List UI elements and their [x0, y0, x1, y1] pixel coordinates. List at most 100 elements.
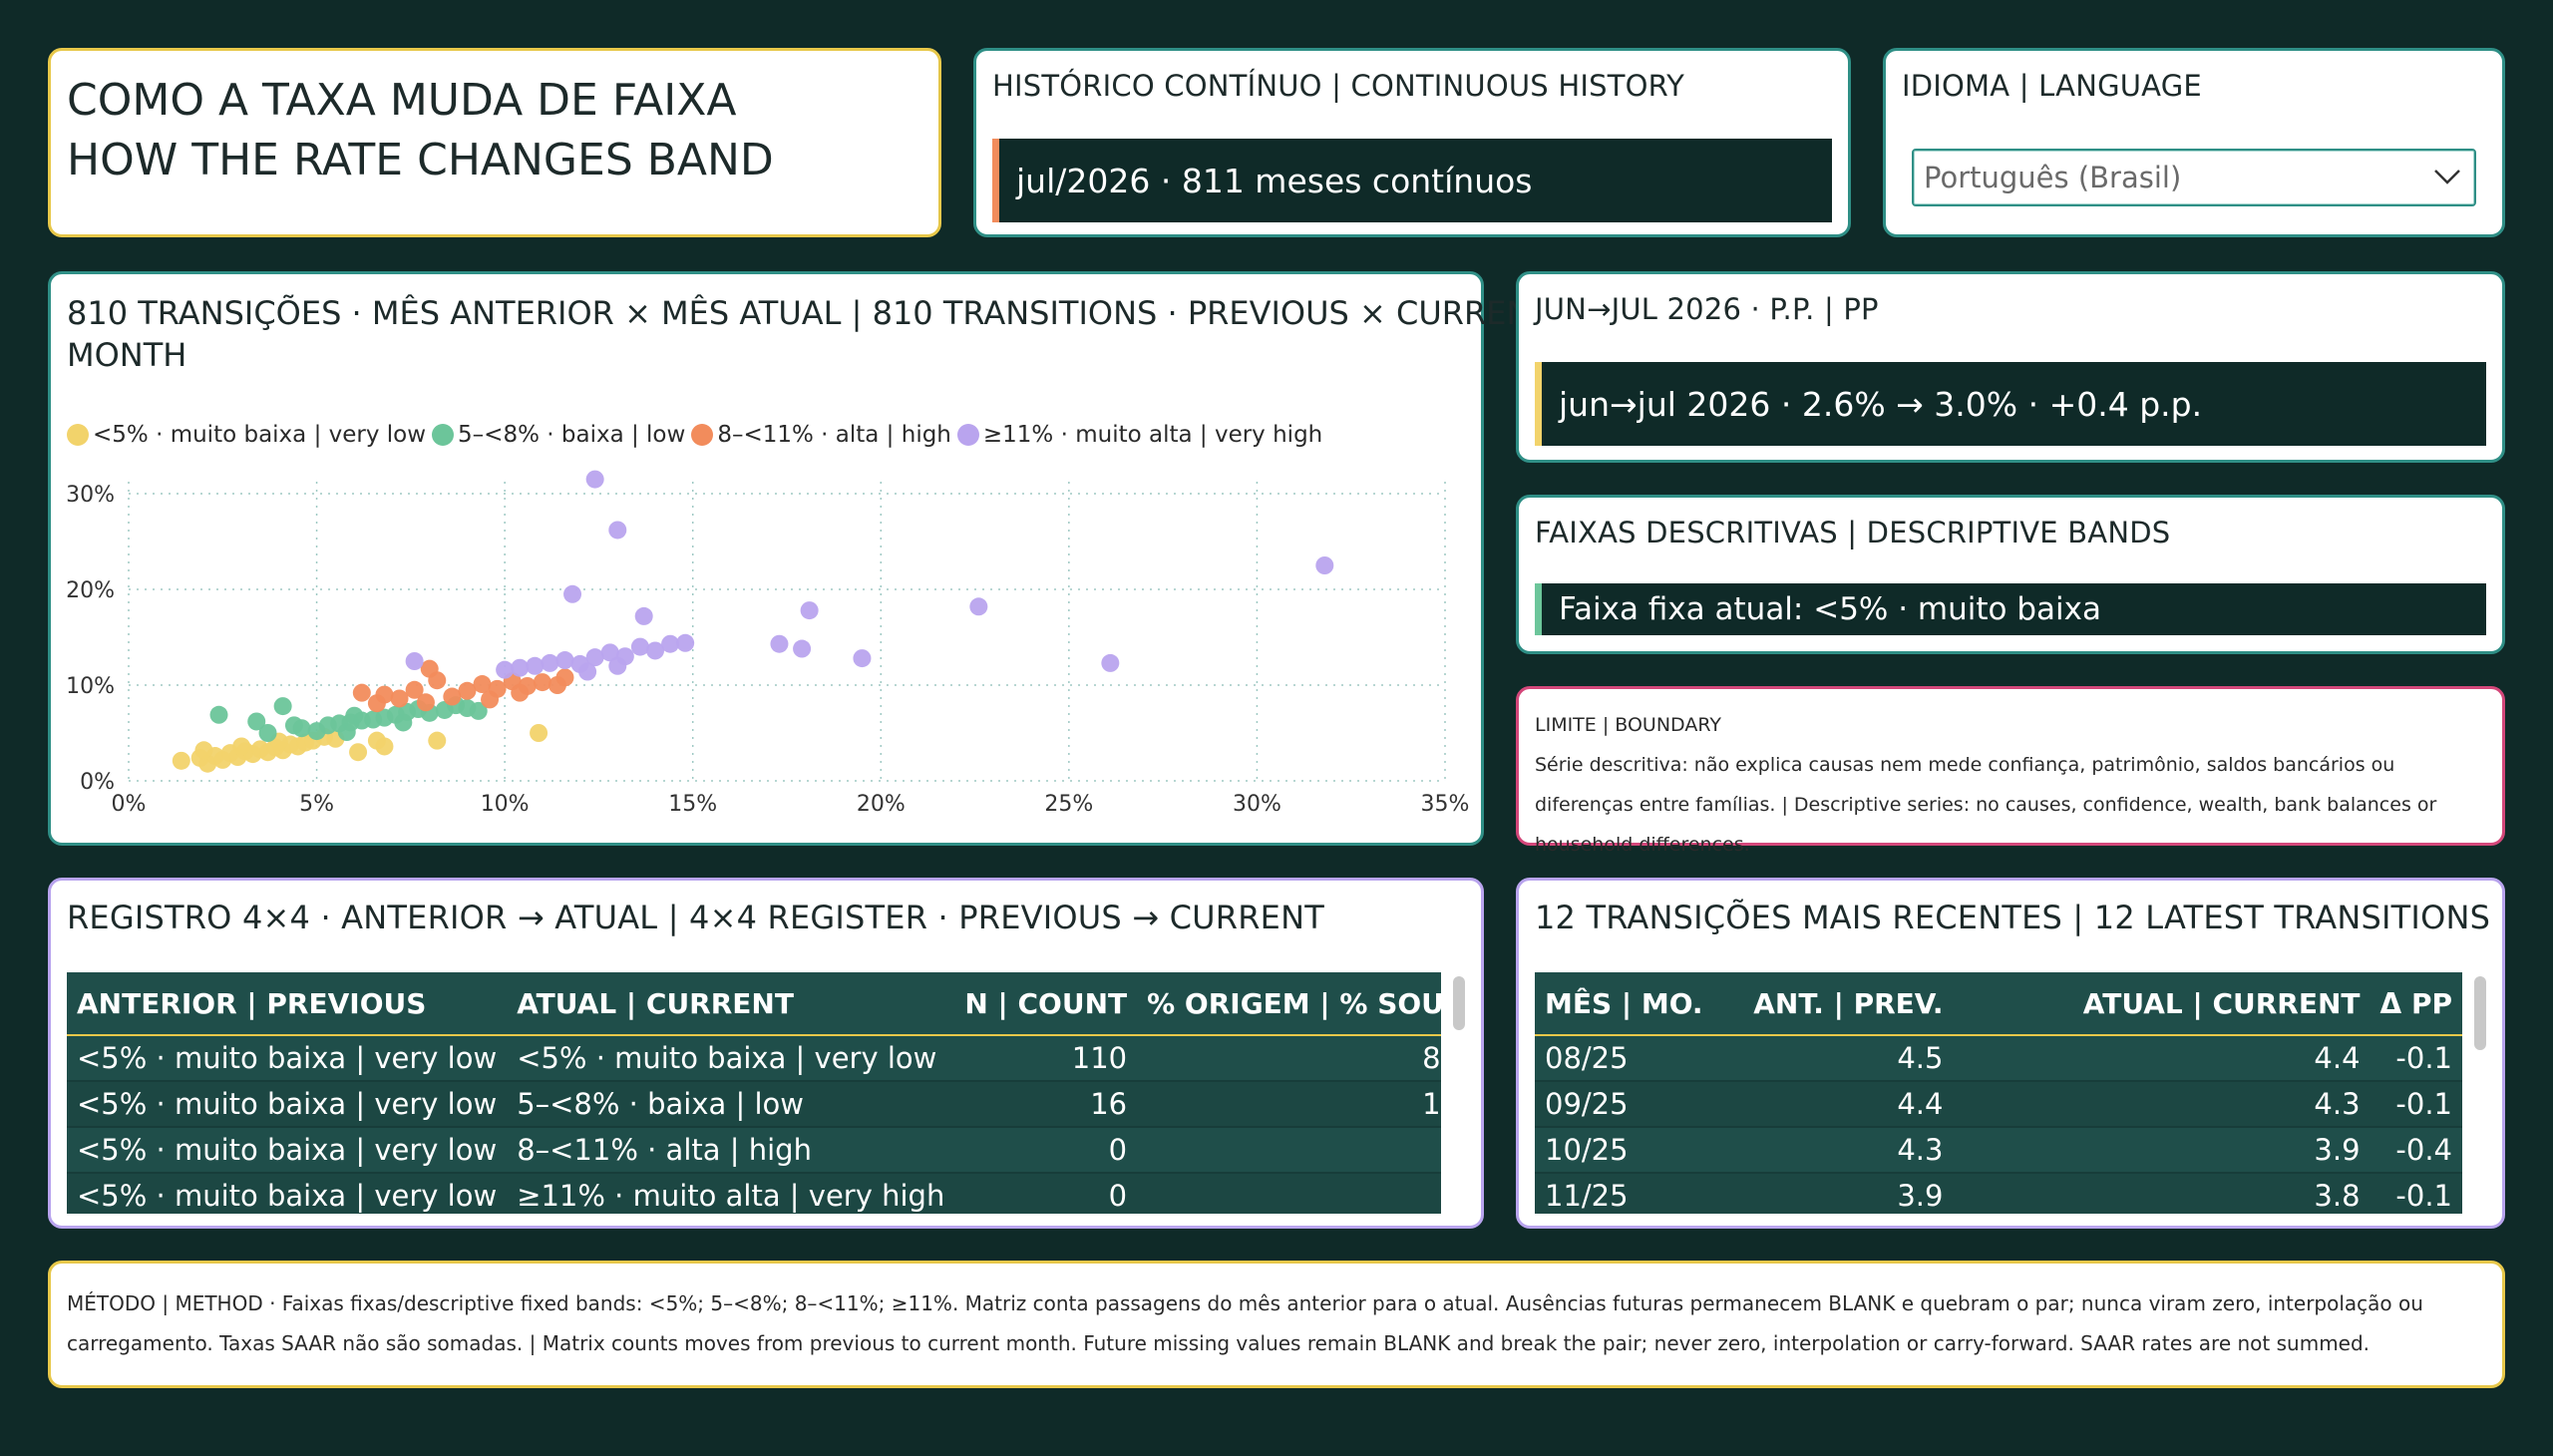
- cell: -0.1: [2370, 1173, 2462, 1214]
- x-tick-label: 30%: [1233, 792, 1281, 817]
- cell: 4.3: [1723, 1127, 1954, 1174]
- bands-card: FAIXAS DESCRITIVAS | DESCRIPTIVE BANDS F…: [1516, 495, 2505, 654]
- scatter-point: [284, 716, 303, 735]
- scatter-point: [481, 690, 500, 709]
- scatter-point: [511, 683, 530, 702]
- cell: 87.30: [1137, 1035, 1441, 1082]
- col-count[interactable]: N | COUNT: [954, 972, 1138, 1036]
- register-table: ANTERIOR | PREVIOUS ATUAL | CURRENT N | …: [67, 972, 1441, 1214]
- scatter-point: [600, 643, 619, 662]
- scatter-header-line2: MONTH: [67, 336, 187, 374]
- col-month[interactable]: MÊS | MO.: [1535, 972, 1724, 1036]
- history-value-text: jul/2026 · 811 meses contínuos: [1016, 161, 1533, 200]
- scatter-point: [585, 470, 604, 489]
- y-tick-label: 0%: [80, 770, 115, 795]
- x-tick-label: 10%: [481, 792, 530, 817]
- scatter-point: [172, 751, 190, 770]
- scatter-point: [420, 659, 439, 678]
- scatter-point: [555, 668, 574, 687]
- cell: -0.4: [2370, 1127, 2462, 1174]
- table-row: <5% · muito baixa | very low 5–<8% · baix…: [67, 1081, 1441, 1128]
- chart-legend: <5% · muito baixa | very low 5–<8% · bai…: [67, 422, 1328, 448]
- scatter-point: [793, 639, 812, 658]
- legend-item-very-high[interactable]: ≥11% · muito alta | very high: [956, 422, 1323, 448]
- col-curr[interactable]: ATUAL | CURRENT: [1953, 972, 2371, 1036]
- cell: 0: [954, 1127, 1138, 1174]
- cell: 08/25: [1535, 1035, 1724, 1082]
- table-header-row: MÊS | MO. ANT. | PREV. ATUAL | CURRENT Δ…: [1535, 972, 2462, 1036]
- col-source[interactable]: % ORIGEM | % SOURCE: [1137, 972, 1441, 1036]
- scatter-point: [563, 584, 582, 603]
- col-prev[interactable]: ANT. | PREV.: [1723, 972, 1954, 1036]
- scatter-point: [428, 731, 447, 750]
- cell: 4.5: [1723, 1035, 1954, 1082]
- register-table-wrap[interactable]: ANTERIOR | PREVIOUS ATUAL | CURRENT N | …: [67, 972, 1441, 1214]
- scatter-point: [1101, 653, 1120, 672]
- cell: 12.70: [1137, 1081, 1441, 1128]
- cell: 0: [954, 1173, 1138, 1214]
- register-header: REGISTRO 4×4 · ANTERIOR → ATUAL | 4×4 RE…: [67, 899, 1324, 936]
- boundary-card: LIMITE | BOUNDARY Série descritiva: não …: [1516, 686, 2505, 856]
- page-title-en: HOW THE RATE CHANGES BAND: [67, 135, 774, 185]
- cell: 11/25: [1535, 1173, 1724, 1214]
- table-header-row: ANTERIOR | PREVIOUS ATUAL | CURRENT N | …: [67, 972, 1441, 1036]
- cell: ≥11% · muito alta | very high: [507, 1173, 955, 1214]
- col-delta[interactable]: Δ PP: [2370, 972, 2462, 1036]
- cell: <5% · muito baixa | very low: [67, 1081, 508, 1128]
- language-header: IDIOMA | LANGUAGE: [1902, 69, 2202, 103]
- scatter-point: [533, 673, 551, 692]
- table-row: 10/25 4.3 3.9 -0.4: [1535, 1127, 2462, 1174]
- scatter-point: [555, 651, 574, 670]
- scatter-point: [458, 681, 477, 700]
- register-scrollbar[interactable]: [1453, 976, 1465, 1030]
- legend-label: 5–<8% · baixa | low: [458, 422, 686, 448]
- scatter-point: [349, 743, 368, 762]
- cell: 0.00: [1137, 1173, 1441, 1214]
- legend-item-very-low[interactable]: <5% · muito baixa | very low: [67, 422, 426, 448]
- table-row: <5% · muito baixa | very low 8–<11% · alt…: [67, 1127, 1441, 1174]
- scatter-point: [853, 649, 872, 668]
- scatter-point: [247, 712, 266, 731]
- scatter-point: [585, 648, 604, 667]
- scatter-point: [630, 637, 649, 656]
- scatter-point: [770, 634, 789, 653]
- latest-scrollbar[interactable]: [2474, 976, 2486, 1050]
- legend-dot: [691, 424, 714, 446]
- legend-dot: [67, 424, 89, 446]
- legend-label: 8–<11% · alta | high: [717, 422, 951, 448]
- cell: 110: [954, 1035, 1138, 1082]
- col-previous[interactable]: ANTERIOR | PREVIOUS: [67, 972, 508, 1036]
- scatter-point: [634, 606, 653, 625]
- scatter-point: [530, 724, 548, 742]
- cell: 16: [954, 1081, 1138, 1128]
- scatter-point: [394, 713, 413, 732]
- scatter-point: [661, 634, 680, 653]
- legend-label: ≥11% · muito alta | very high: [982, 422, 1323, 448]
- scatter-plot[interactable]: 0% 5% 10% 15% 20% 25% 30% 35% 0% 10% 20% 30%: [57, 462, 1473, 837]
- latest-header: 12 TRANSIÇÕES MAIS RECENTES | 12 LATEST …: [1535, 899, 2491, 936]
- scatter-point: [337, 723, 356, 742]
- title-card: COMO A TAXA MUDA DE FAIXA HOW THE RATE C…: [48, 48, 941, 237]
- x-tick-label: 25%: [1044, 792, 1093, 817]
- latest-card: 12 TRANSIÇÕES MAIS RECENTES | 12 LATEST …: [1516, 878, 2505, 1229]
- col-current[interactable]: ATUAL | CURRENT: [507, 972, 955, 1036]
- legend-item-high[interactable]: 8–<11% · alta | high: [691, 422, 951, 448]
- continuous-history-card: HISTÓRICO CONTÍNUO | CONTINUOUS HISTORY …: [973, 48, 1851, 237]
- scatter-point: [608, 521, 627, 540]
- latest-table-wrap[interactable]: MÊS | MO. ANT. | PREV. ATUAL | CURRENT Δ…: [1535, 972, 2462, 1214]
- bands-value: Faixa fixa atual: <5% · muito baixa: [1535, 583, 2486, 635]
- table-row: <5% · muito baixa | very low <5% · muito …: [67, 1035, 1441, 1082]
- cell: <5% · muito baixa | very low: [67, 1035, 508, 1082]
- table-row: 08/25 4.5 4.4 -0.1: [1535, 1035, 2462, 1082]
- change-card: JUN→JUL 2026 · P.P. | PP jun→jul 2026 · …: [1516, 271, 2505, 463]
- legend-item-low[interactable]: 5–<8% · baixa | low: [432, 422, 685, 448]
- legend-dot: [956, 424, 979, 446]
- language-dropdown[interactable]: Português (Brasil): [1912, 149, 2476, 206]
- cell: <5% · muito baixa | very low: [67, 1127, 508, 1174]
- y-tick-label: 10%: [66, 674, 115, 699]
- cell: 3.9: [1953, 1127, 2371, 1174]
- scatter-point: [345, 706, 364, 725]
- scatter-point: [209, 705, 228, 724]
- cell: 4.4: [1723, 1081, 1954, 1128]
- scatter-header-line1: 810 TRANSIÇÕES · MÊS ANTERIOR × MÊS ATUA…: [67, 294, 1550, 332]
